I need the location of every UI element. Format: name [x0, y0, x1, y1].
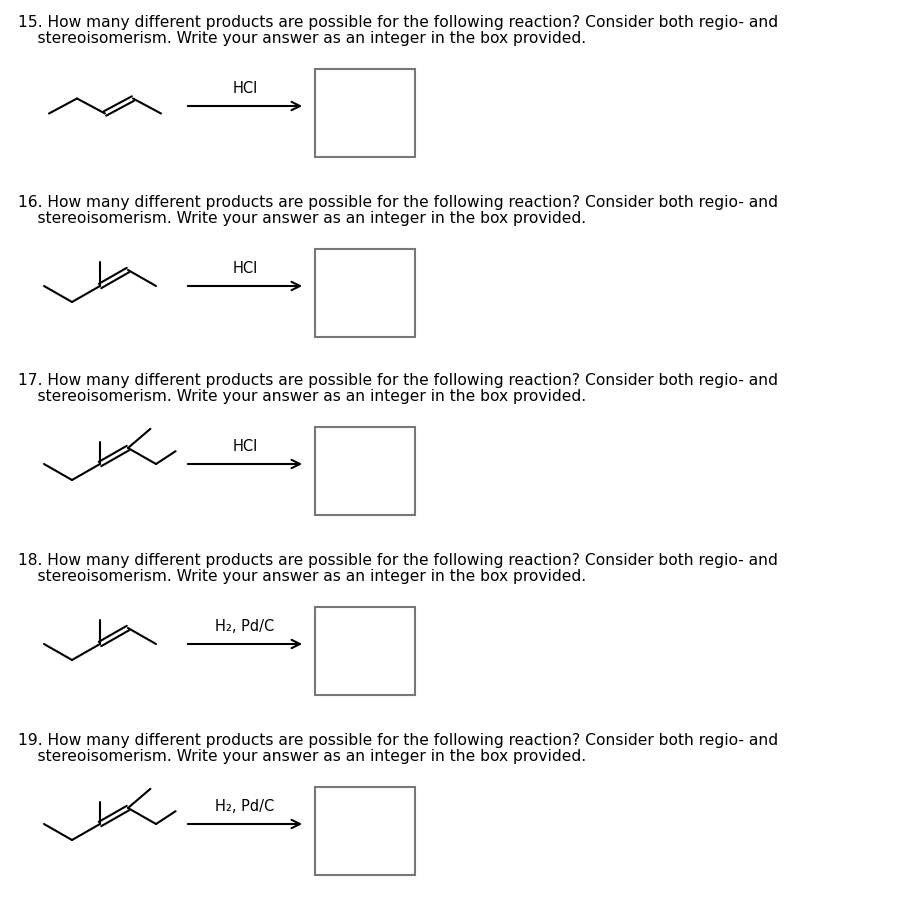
Text: H₂, Pd/C: H₂, Pd/C — [216, 619, 275, 633]
Text: 18. How many different products are possible for the following reaction? Conside: 18. How many different products are poss… — [18, 552, 778, 568]
Text: stereoisomerism. Write your answer as an integer in the box provided.: stereoisomerism. Write your answer as an… — [18, 389, 586, 404]
Text: 16. How many different products are possible for the following reaction? Conside: 16. How many different products are poss… — [18, 195, 778, 210]
Bar — [315, 427, 415, 516]
Text: stereoisomerism. Write your answer as an integer in the box provided.: stereoisomerism. Write your answer as an… — [18, 748, 586, 763]
Bar — [315, 608, 415, 695]
Text: HCl: HCl — [232, 261, 258, 276]
Text: 17. How many different products are possible for the following reaction? Conside: 17. How many different products are poss… — [18, 373, 778, 387]
Bar — [315, 70, 415, 158]
Text: H₂, Pd/C: H₂, Pd/C — [216, 798, 275, 814]
Bar — [315, 787, 415, 875]
Text: stereoisomerism. Write your answer as an integer in the box provided.: stereoisomerism. Write your answer as an… — [18, 568, 586, 583]
Text: stereoisomerism. Write your answer as an integer in the box provided.: stereoisomerism. Write your answer as an… — [18, 31, 586, 46]
Text: 15. How many different products are possible for the following reaction? Conside: 15. How many different products are poss… — [18, 15, 778, 30]
Text: 19. How many different products are possible for the following reaction? Conside: 19. How many different products are poss… — [18, 732, 778, 747]
Bar — [315, 250, 415, 338]
Text: HCl: HCl — [232, 81, 258, 96]
Text: HCl: HCl — [232, 438, 258, 454]
Text: stereoisomerism. Write your answer as an integer in the box provided.: stereoisomerism. Write your answer as an… — [18, 210, 586, 226]
